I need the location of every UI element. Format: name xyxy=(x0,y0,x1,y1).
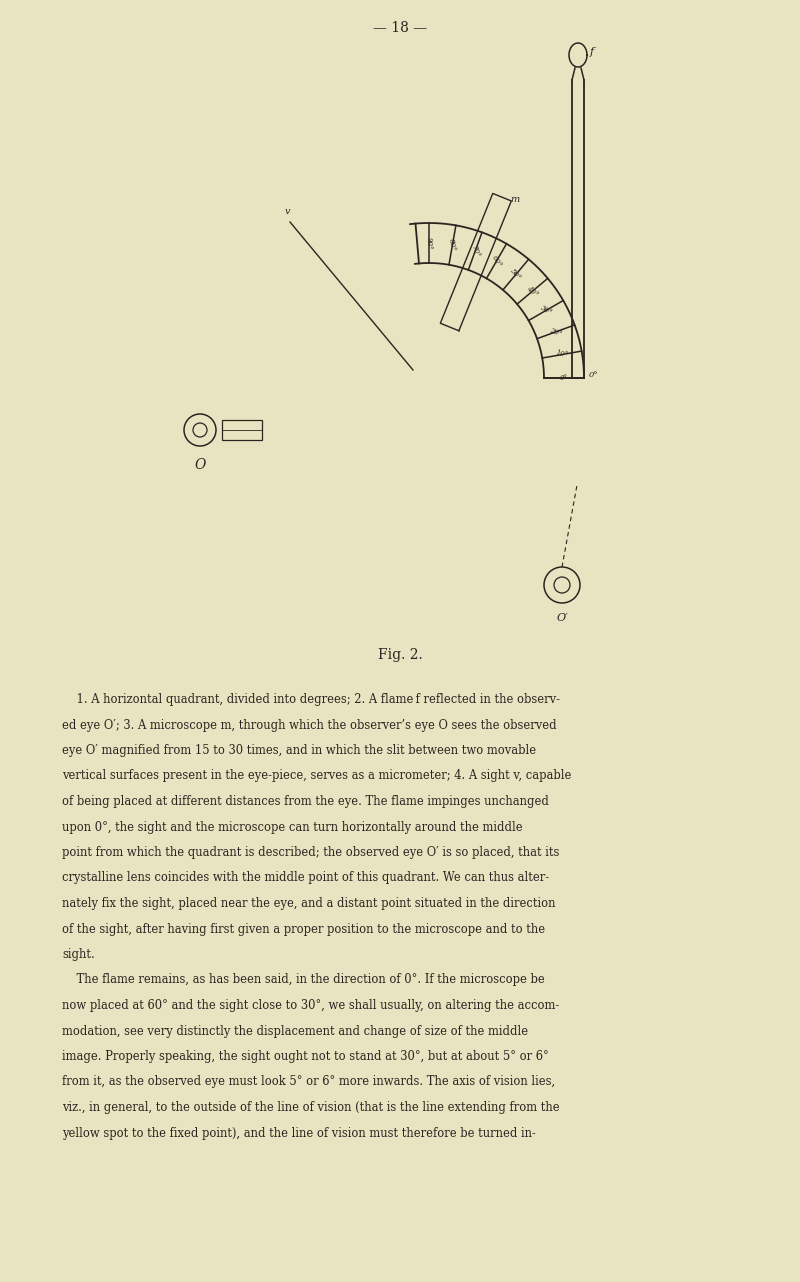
Text: 80°: 80° xyxy=(447,238,458,251)
Text: yellow spot to the fixed point), and the line of vision must therefore be turned: yellow spot to the fixed point), and the… xyxy=(62,1127,536,1140)
Text: 90°: 90° xyxy=(425,237,433,249)
Text: 10°: 10° xyxy=(555,350,569,359)
Text: 40°: 40° xyxy=(525,285,540,299)
Text: now placed at 60° and the sight close to 30°, we shall usually, on altering the : now placed at 60° and the sight close to… xyxy=(62,999,559,1011)
Text: viz., in general, to the outside of the line of vision (that is the line extendi: viz., in general, to the outside of the … xyxy=(62,1101,560,1114)
Text: f: f xyxy=(590,47,594,56)
Text: point from which the quadrant is described; the observed eye O′ is so placed, th: point from which the quadrant is describ… xyxy=(62,846,559,859)
Text: of being placed at different distances from the eye. The flame impinges unchange: of being placed at different distances f… xyxy=(62,795,549,808)
Text: O′: O′ xyxy=(556,613,568,623)
Text: 0°: 0° xyxy=(589,370,598,379)
Text: 30°: 30° xyxy=(538,304,554,317)
Text: modation, see very distinctly the displacement and change of size of the middle: modation, see very distinctly the displa… xyxy=(62,1024,528,1037)
Text: 1. A horizontal quadrant, divided into degrees; 2. A flame f reflected in the ob: 1. A horizontal quadrant, divided into d… xyxy=(62,694,560,706)
Text: eye O′ magnified from 15 to 30 times, and in which the slit between two movable: eye O′ magnified from 15 to 30 times, an… xyxy=(62,744,536,756)
Text: ed eye O′; 3. A microscope m, through which the observer’s eye O sees the observ: ed eye O′; 3. A microscope m, through wh… xyxy=(62,718,557,732)
Text: from it, as the observed eye must look 5° or 6° more inwards. The axis of vision: from it, as the observed eye must look 5… xyxy=(62,1076,555,1088)
Text: The flame remains, as has been said, in the direction of 0°. If the microscope b: The flame remains, as has been said, in … xyxy=(62,973,545,987)
Text: Fig. 2.: Fig. 2. xyxy=(378,647,422,662)
Text: 20°: 20° xyxy=(549,326,563,337)
Text: 50°: 50° xyxy=(509,267,523,282)
Text: O: O xyxy=(194,458,206,472)
Text: 60°: 60° xyxy=(490,254,503,268)
Text: vertical surfaces present in the eye-piece, serves as a micrometer; 4. A sight v: vertical surfaces present in the eye-pie… xyxy=(62,769,571,782)
Text: 70°: 70° xyxy=(470,244,481,259)
Text: upon 0°, the sight and the microscope can turn horizontally around the middle: upon 0°, the sight and the microscope ca… xyxy=(62,820,522,833)
Text: image. Properly speaking, the sight ought not to stand at 30°, but at about 5° o: image. Properly speaking, the sight ough… xyxy=(62,1050,549,1063)
Text: v: v xyxy=(285,206,290,215)
Text: crystalline lens coincides with the middle point of this quadrant. We can thus a: crystalline lens coincides with the midd… xyxy=(62,872,549,885)
Text: of the sight, after having first given a proper position to the microscope and t: of the sight, after having first given a… xyxy=(62,923,545,936)
Text: nately fix the sight, placed near the eye, and a distant point situated in the d: nately fix the sight, placed near the ey… xyxy=(62,897,555,910)
Text: 0°: 0° xyxy=(560,374,568,382)
Text: sight.: sight. xyxy=(62,947,94,962)
Text: m: m xyxy=(510,195,519,204)
Text: — 18 —: — 18 — xyxy=(373,21,427,35)
